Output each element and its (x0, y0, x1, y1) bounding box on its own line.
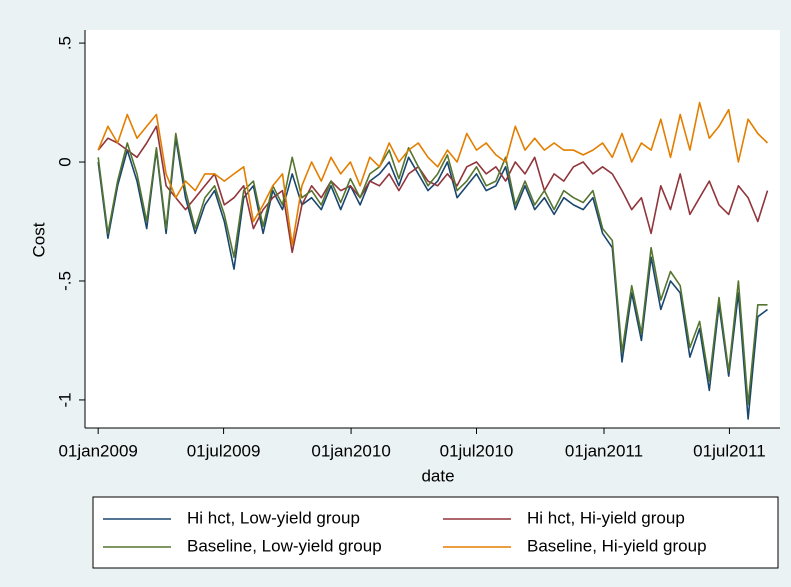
x-tick-label: 01jan2011 (565, 441, 643, 460)
x-tick-label: 01jan2009 (58, 441, 137, 460)
series-line (97, 137, 768, 420)
x-axis-title: date (421, 466, 454, 485)
x-tick-label: 01jul2010 (440, 441, 514, 460)
series-line (97, 125, 769, 254)
y-tick-label: 0 (55, 157, 74, 166)
plot-region (85, 30, 780, 428)
y-tick-label: .5 (55, 36, 74, 50)
series-line (97, 132, 768, 406)
x-tick-label: 01jan2010 (311, 441, 390, 460)
legend (92, 496, 779, 569)
legend-label: Baseline, Hi-yield group (527, 536, 707, 555)
legend-label: Hi hct, Hi-yield group (527, 508, 685, 527)
x-tick-label: 01jul2009 (187, 441, 261, 460)
legend-label: Baseline, Low-yield group (187, 536, 382, 555)
x-tick-label: 01jul2011 (693, 441, 765, 460)
legend-label: Hi hct, Low-yield group (187, 508, 360, 527)
y-tick-label: -1 (55, 392, 74, 407)
y-tick-label: -.5 (55, 271, 74, 291)
y-axis-title: Cost (29, 222, 48, 257)
series-line (97, 101, 769, 247)
